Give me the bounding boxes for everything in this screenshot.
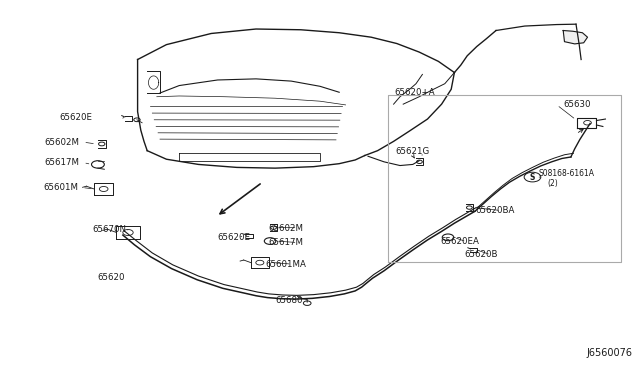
Text: 65620E: 65620E [218,233,251,242]
Text: 65617M: 65617M [269,238,304,247]
Polygon shape [563,31,588,44]
Text: 65630: 65630 [563,100,591,109]
Text: 65670N: 65670N [93,225,127,234]
Text: 65602M: 65602M [45,138,80,147]
Text: 65620EA: 65620EA [440,237,479,246]
Text: S08168-6161A: S08168-6161A [539,169,595,178]
Text: 65601M: 65601M [44,183,79,192]
Text: 65602M: 65602M [269,224,304,233]
Text: (2): (2) [547,179,558,188]
Text: 65620BA: 65620BA [475,206,515,215]
Text: S: S [530,173,535,182]
Text: 65620+A: 65620+A [394,88,435,97]
Text: J6560076: J6560076 [586,348,632,358]
Text: 65620: 65620 [97,273,125,282]
Text: 65617M: 65617M [45,158,80,167]
Text: 65621G: 65621G [396,147,430,156]
Text: 65620B: 65620B [465,250,498,259]
Text: 65601MA: 65601MA [266,260,307,269]
Text: 65620E: 65620E [60,113,93,122]
Text: 65680: 65680 [275,296,303,305]
